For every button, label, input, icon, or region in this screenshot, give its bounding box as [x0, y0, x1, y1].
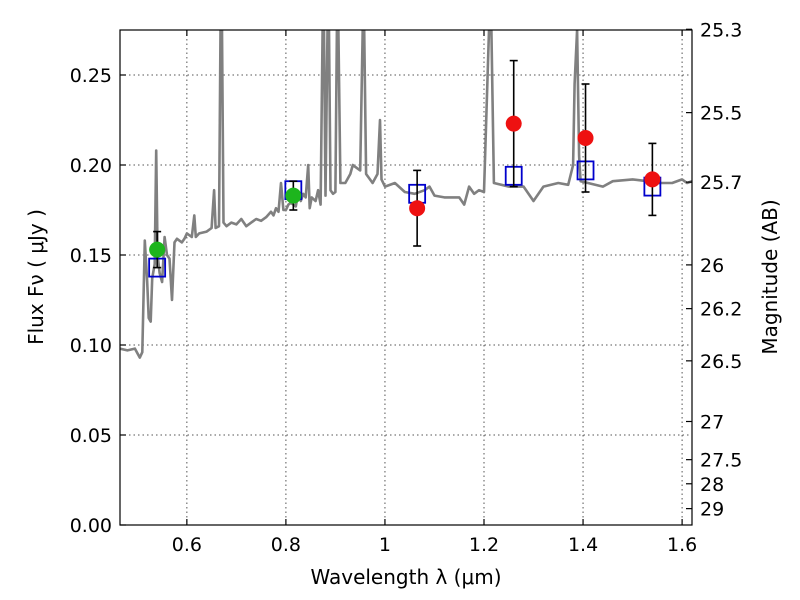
observed-flux-point	[409, 200, 426, 217]
x-tick-label: 1.2	[469, 534, 499, 556]
grid	[120, 30, 692, 526]
y-tick-label: 0.00	[70, 515, 112, 537]
mag-tick-label: 27.5	[700, 450, 742, 472]
mag-tick-label: 26	[700, 255, 724, 277]
observed-flux-point	[644, 171, 661, 188]
observed-flux-point	[505, 115, 522, 132]
y-axis-label: Flux Fν ( μJy )	[24, 209, 48, 345]
mag-tick-label: 25.3	[700, 19, 742, 41]
mag-tick-label: 26.2	[700, 299, 742, 321]
x-tick-label: 1	[379, 534, 391, 556]
observed-flux-point	[285, 187, 302, 204]
mag-tick-label: 29	[700, 499, 724, 521]
mag-tick-label: 26.5	[700, 351, 742, 373]
y-tick-label: 0.15	[70, 245, 112, 267]
x-tick-label: 1.4	[568, 534, 598, 556]
y-tick-label: 0.05	[70, 425, 112, 447]
y-tick-label: 0.25	[70, 65, 112, 87]
axes: 0.6 0.8 1 1.2 1.4 1.6 0.00 0.05 0.10 0.15 0.20 0.25…	[70, 19, 743, 556]
observed-flux-point	[149, 241, 166, 258]
y-tick-label: 0.20	[70, 155, 112, 177]
mag-tick-label: 27	[700, 412, 724, 434]
plot-area	[120, 30, 692, 359]
right-y-axis-label: Magnitude (AB)	[758, 199, 782, 354]
mag-tick-label: 28	[700, 474, 724, 496]
mag-tick-label: 25.7	[700, 172, 742, 194]
data-markers	[148, 59, 662, 278]
observed-flux-point	[577, 130, 594, 146]
x-axis-label: Wavelength λ (μm)	[310, 565, 501, 589]
x-tick-label: 0.6	[172, 534, 202, 556]
spectrum-line	[120, 30, 692, 359]
y-tick-label: 0.10	[70, 335, 112, 357]
plot-frame	[119, 29, 693, 526]
mag-tick-label: 25.5	[700, 103, 742, 125]
x-tick-label: 0.8	[271, 534, 301, 556]
x-tick-label: 1.6	[667, 534, 697, 556]
